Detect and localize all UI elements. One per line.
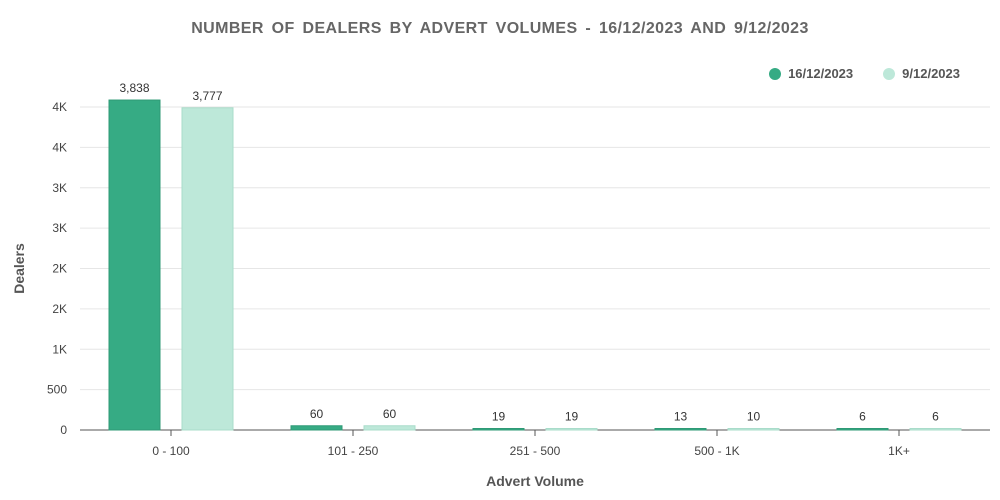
data-label-series-1: 19 [492,410,506,424]
y-tick-label: 1K [52,342,67,356]
legend-item-series-1[interactable]: 16/12/2023 [769,66,853,81]
bar-series-2 [545,428,598,431]
y-tick-label: 3K [52,221,67,235]
legend-item-series-2[interactable]: 9/12/2023 [883,66,960,81]
legend-label-series-1: 16/12/2023 [788,66,854,81]
y-tick-label: 2K [52,262,67,276]
data-label-series-2: 3,777 [192,89,222,103]
bar-series-1 [290,425,343,431]
y-tick-label: 4K [52,100,67,114]
bar-series-1 [108,99,161,431]
y-tick-label: 500 [47,383,67,397]
bar-series-2 [727,428,780,431]
data-label-series-1: 60 [310,407,324,421]
x-tick-label: 251 - 500 [510,444,561,458]
y-axis-title: Dealers [11,243,27,294]
data-label-series-1: 13 [674,410,688,424]
data-label-series-1: 6 [859,410,866,424]
data-label-series-2: 60 [383,407,397,421]
legend-swatch-series-1 [769,67,782,80]
x-tick-label: 1K+ [888,444,910,458]
bar-series-1 [654,428,707,431]
legend-label-series-2: 9/12/2023 [902,66,960,81]
chart-legend: 16/12/2023 9/12/2023 [769,66,960,81]
bar-series-2 [909,428,962,431]
bar-series-1 [836,428,889,431]
bar-series-2 [363,425,416,431]
chart-title: NUMBER OF DEALERS BY ADVERT VOLUMES - 16… [191,20,809,37]
bar-series-2 [181,107,234,431]
bar-series-1 [472,428,525,431]
y-tick-label: 4K [52,140,67,154]
x-tick-label: 101 - 250 [328,444,379,458]
y-tick-label: 3K [52,181,67,195]
y-tick-label: 0 [60,423,67,437]
data-label-series-1: 3,838 [119,81,149,95]
x-axis-title: Advert Volume [486,473,584,489]
legend-swatch-series-2 [883,67,896,80]
data-label-series-2: 10 [747,410,761,424]
data-label-series-2: 19 [565,410,579,424]
data-label-series-2: 6 [932,410,939,424]
x-tick-label: 500 - 1K [694,444,739,458]
x-tick-label: 0 - 100 [152,444,190,458]
y-tick-label: 2K [52,302,67,316]
